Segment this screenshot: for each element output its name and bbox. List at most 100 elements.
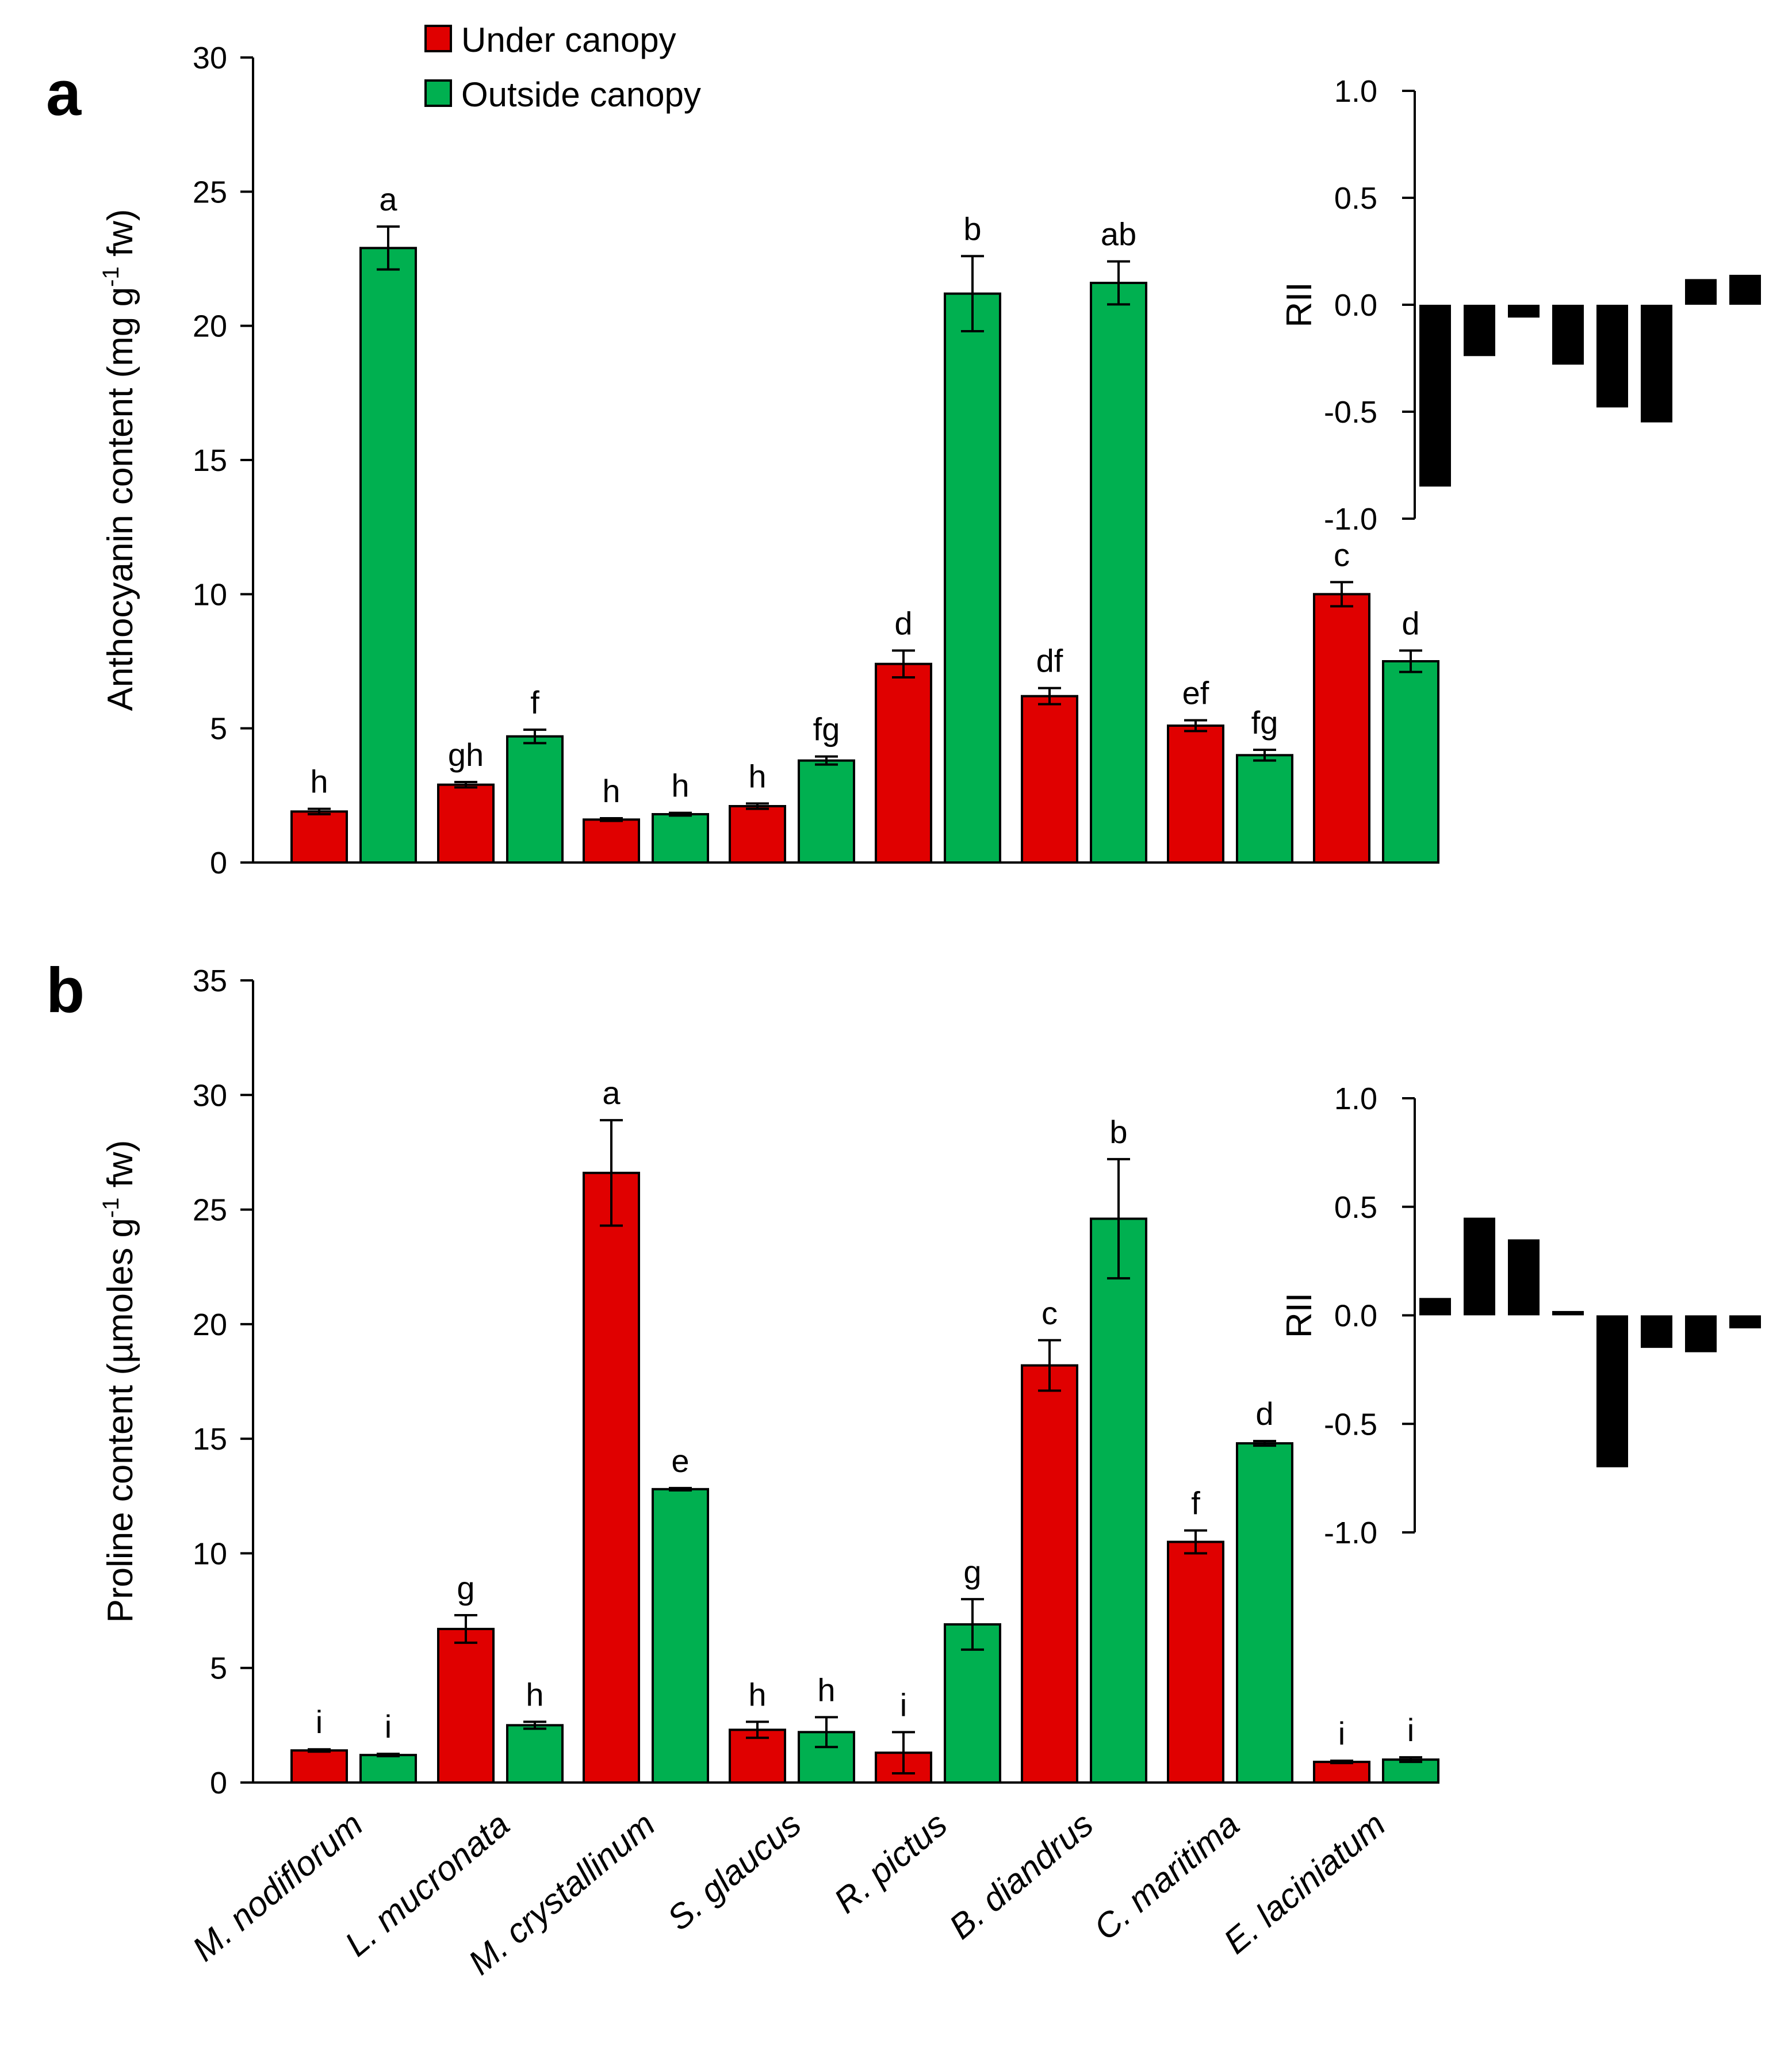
rii-bar	[1419, 1298, 1451, 1316]
inset-y-tick-label: -0.5	[1324, 1407, 1377, 1442]
significance-letter: df	[1036, 643, 1063, 679]
x-category-label: R. pictus	[826, 1805, 954, 1921]
significance-letter: h	[671, 768, 689, 804]
inset-y-axis-label: RII	[1280, 282, 1319, 327]
rii-bar	[1596, 1315, 1628, 1467]
y-tick-label: 30	[193, 1078, 227, 1113]
rii-bar	[1508, 1239, 1540, 1316]
legend-label: Outside canopy	[461, 75, 701, 114]
significance-letter: i	[900, 1686, 907, 1723]
bar-under-canopy	[437, 1627, 495, 1784]
y-tick-label: 10	[193, 577, 227, 612]
significance-letter: ef	[1182, 675, 1209, 711]
bar-outside-canopy	[652, 813, 709, 864]
y-axis-label-text: Anthocyanin content (mg g	[101, 287, 140, 711]
y-tick-label: 5	[210, 1651, 227, 1686]
rii-bar	[1552, 1310, 1584, 1316]
y-tick-label: 15	[193, 443, 227, 478]
y-tick-label: 0	[210, 846, 227, 880]
x-category-label: B. diandrus	[942, 1805, 1101, 1946]
bar-under-canopy	[729, 805, 786, 864]
rii-bar	[1641, 305, 1672, 423]
significance-letter: b	[963, 210, 981, 247]
bar-under-canopy	[290, 1749, 348, 1784]
significance-letter: h	[526, 1676, 543, 1712]
bar-outside-canopy	[944, 292, 1001, 864]
bar-outside-canopy	[1090, 1217, 1147, 1784]
bar-under-canopy	[583, 818, 640, 864]
bar-outside-canopy	[506, 735, 564, 864]
y-tick-label: 5	[210, 712, 227, 746]
bar-outside-canopy	[1090, 282, 1147, 864]
significance-letter: h	[310, 764, 328, 800]
significance-letter: g	[457, 1570, 474, 1606]
significance-letter: h	[748, 758, 766, 794]
inset-y-tick-label: 0.0	[1334, 288, 1377, 323]
x-category-label: M. nodiflorum	[185, 1805, 370, 1969]
significance-letter: a	[379, 181, 397, 217]
panel-label: b	[46, 955, 85, 1026]
inset-y-tick-label: 1.0	[1334, 1082, 1377, 1116]
significance-letter: d	[1402, 605, 1419, 641]
inset-y-tick-label: -0.5	[1324, 395, 1377, 430]
significance-letter: i	[316, 1704, 323, 1740]
bar-outside-canopy	[652, 1488, 709, 1784]
y-tick-label: 25	[193, 1193, 227, 1228]
bar-outside-canopy	[1382, 660, 1439, 864]
inset-y-tick-label: 0.5	[1334, 181, 1377, 216]
y-tick-label: 20	[193, 309, 227, 344]
inset-y-tick-label: -1.0	[1324, 1516, 1377, 1550]
inset-y-axis-label: RII	[1280, 1293, 1319, 1338]
bar-under-canopy	[1313, 1761, 1370, 1784]
y-tick-label: 35	[193, 964, 227, 998]
rii-bar	[1464, 1217, 1495, 1316]
rii-bar	[1508, 305, 1540, 318]
bar-outside-canopy	[1236, 1442, 1293, 1784]
y-axis-label-units: fw)	[101, 209, 140, 266]
rii-bar	[1464, 305, 1495, 357]
significance-letter: i	[385, 1708, 392, 1745]
significance-letter: i	[1338, 1715, 1345, 1751]
bar-outside-canopy	[359, 1754, 417, 1784]
rii-bar	[1729, 274, 1761, 305]
significance-letter: f	[530, 684, 539, 720]
bar-under-canopy	[437, 783, 495, 864]
bar-under-canopy	[875, 662, 932, 864]
x-category-label: E. laciniatum	[1216, 1805, 1392, 1961]
rii-inset-chart: -1.0 -0.5 0.0 0.5 1.0 RII	[1280, 1082, 1761, 1550]
bar-under-canopy	[290, 810, 348, 864]
y-tick-label: 10	[193, 1536, 227, 1571]
y-axis-label: Proline content (µmoles g-1 fw)	[98, 1140, 140, 1623]
chart-panel-b: b 0 5 10 15 20 25 30 35 Proline content (µmoles g…	[46, 955, 1761, 1982]
bar-under-canopy	[1021, 695, 1078, 864]
legend-swatch-outside-canopy	[424, 79, 452, 107]
significance-letter: c	[1334, 536, 1350, 573]
y-axis-label-units: fw)	[101, 1140, 140, 1198]
inset-y-tick-label: 0.5	[1334, 1190, 1377, 1225]
y-axis-label-superscript: -1	[98, 1198, 124, 1218]
rii-bar	[1729, 1315, 1761, 1329]
significance-letter: f	[1191, 1485, 1200, 1521]
panel-label: a	[46, 58, 82, 129]
significance-letter: b	[1109, 1114, 1127, 1150]
rii-inset-chart: -1.0 -0.5 0.0 0.5 1.0 RII	[1280, 74, 1761, 536]
y-axis-label-text: Proline content (µmoles g	[101, 1218, 140, 1623]
x-category-label: S. glaucus	[660, 1805, 809, 1938]
rii-bar	[1685, 279, 1717, 305]
bar-under-canopy	[1313, 593, 1370, 864]
rii-bar	[1419, 305, 1451, 487]
bar-under-canopy	[1167, 1540, 1224, 1784]
rii-bar	[1552, 305, 1584, 365]
y-axis-label-superscript: -1	[98, 266, 124, 287]
significance-letter: h	[748, 1676, 766, 1712]
bar-outside-canopy	[359, 247, 417, 864]
significance-letter: d	[1255, 1396, 1273, 1432]
y-tick-label: 25	[193, 175, 227, 209]
inset-y-tick-label: 1.0	[1334, 74, 1377, 109]
significance-letter: ab	[1101, 216, 1136, 252]
significance-letter: a	[602, 1075, 621, 1111]
rii-bar	[1641, 1315, 1672, 1348]
bar-under-canopy	[1167, 725, 1224, 864]
